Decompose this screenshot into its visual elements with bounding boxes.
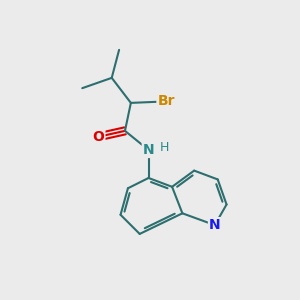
Text: N: N — [143, 143, 154, 157]
Text: N: N — [209, 218, 220, 232]
Text: Br: Br — [158, 94, 175, 108]
Text: O: O — [92, 130, 104, 144]
Text: H: H — [160, 141, 169, 154]
